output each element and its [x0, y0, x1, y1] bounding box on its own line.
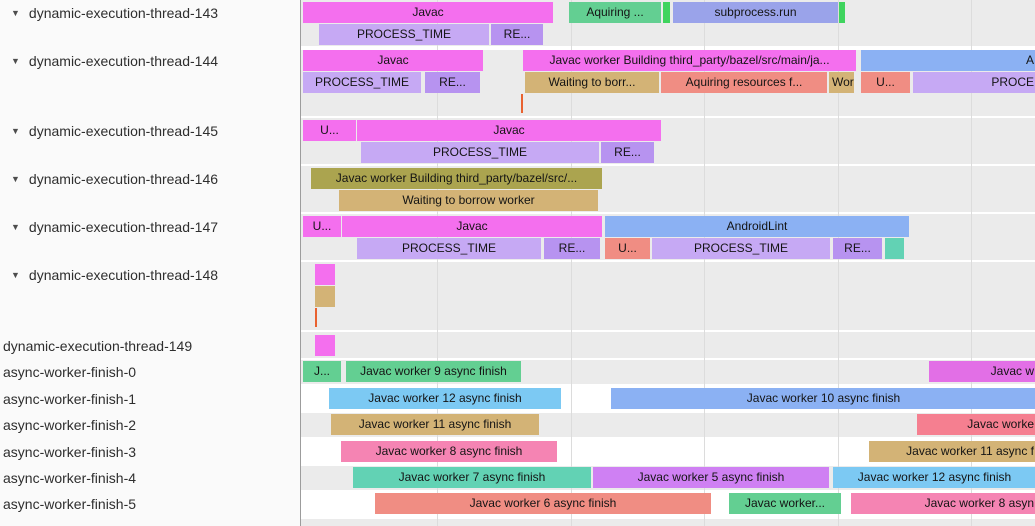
timeline-slice[interactable]: U...	[861, 72, 910, 93]
timeline-slice[interactable]: Javac worker 8 asyn	[851, 493, 1035, 514]
track-label-text: async-worker-finish-5	[3, 495, 137, 512]
timeline-slice[interactable]: U...	[303, 216, 341, 237]
timeline-slice[interactable]: Javac worker Building third_party/bazel/…	[311, 168, 602, 189]
timeline-slice[interactable]: U...	[303, 120, 356, 141]
track-label[interactable]: ▼ dynamic-execution-thread-143	[0, 2, 300, 23]
track-background	[301, 519, 1035, 526]
collapse-triangle-icon[interactable]: ▼	[11, 7, 20, 18]
timeline-slice[interactable]: subprocess.run	[673, 2, 838, 23]
timeline-slice[interactable]: Waiting to borrow worker	[339, 190, 598, 211]
track-background	[301, 332, 1035, 358]
track-label-text: async-worker-finish-0	[3, 363, 137, 380]
collapse-triangle-icon[interactable]: ▼	[11, 269, 20, 280]
track-label[interactable]: async-worker-finish-5	[0, 493, 300, 514]
track-label[interactable]: ▼ dynamic-execution-thread-147	[0, 216, 300, 237]
track-label[interactable]: async-worker-finish-3	[0, 441, 300, 462]
timeline-canvas[interactable]: Javac Aquiring ... subprocess.run PROCESS_T…	[301, 0, 1035, 526]
gridline	[838, 0, 839, 526]
track-label-text: async-worker-finish-1	[3, 390, 137, 407]
track-label-text: dynamic-execution-thread-144	[28, 52, 219, 69]
track-label[interactable]: dynamic-execution-thread-149	[0, 335, 300, 356]
timeline-slice[interactable]: Wor	[829, 72, 854, 93]
gridline	[971, 0, 972, 526]
timeline-slice[interactable]: RE...	[425, 72, 480, 93]
track-label[interactable]: async-worker-finish-2	[0, 414, 300, 435]
timeline-slice[interactable]: Javac worker Building third_party/bazel/…	[523, 50, 856, 71]
timeline-slice[interactable]: Aquiring resources f...	[661, 72, 827, 93]
collapse-triangle-icon[interactable]: ▼	[11, 55, 20, 66]
timeline-slice[interactable]: AndroidLint	[605, 216, 909, 237]
track-label[interactable]: async-worker-finish-1	[0, 388, 300, 409]
timeline-slice[interactable]: PROCESS_TIME	[319, 24, 489, 45]
track-label[interactable]: async-worker-finish-4	[0, 467, 300, 488]
track-label-text: dynamic-execution-thread-145	[28, 122, 219, 139]
track-label[interactable]: ▼ dynamic-execution-thread-146	[0, 168, 300, 189]
timeline-slice[interactable]: RE...	[491, 24, 543, 45]
timeline-slice[interactable]: Javac worker 12 async finish	[833, 467, 1035, 488]
timeline-slice[interactable]: RE...	[833, 238, 882, 259]
timeline-slice[interactable]	[885, 238, 904, 259]
collapse-triangle-icon[interactable]: ▼	[11, 221, 20, 232]
timeline-slice[interactable]: U...	[605, 238, 650, 259]
track-label-text: async-worker-finish-3	[3, 443, 137, 460]
track-name-panel: ▼ dynamic-execution-thread-143 ▼ dynamic-ex…	[0, 0, 300, 526]
timeline-slice[interactable]: RE...	[601, 142, 654, 163]
instant-marker[interactable]	[315, 308, 317, 327]
track-label-text: dynamic-execution-thread-149	[3, 337, 193, 354]
track-label[interactable]: ▼ dynamic-execution-thread-145	[0, 120, 300, 141]
timeline-slice[interactable]: Javac worker 9 async finish	[346, 361, 521, 382]
timeline-slice[interactable]	[839, 2, 845, 23]
slice-layer: Javac Aquiring ... subprocess.run PROCESS_T…	[301, 0, 1035, 526]
timeline-slice[interactable]: PROCESS_TIME	[303, 72, 421, 93]
gridline	[437, 0, 438, 526]
track-label-text: dynamic-execution-thread-148	[28, 266, 219, 283]
timeline-slice[interactable]: PROCESS_TIME	[652, 238, 830, 259]
track-label-text: dynamic-execution-thread-143	[28, 4, 219, 21]
panel-divider	[300, 0, 301, 526]
collapse-triangle-icon[interactable]: ▼	[11, 125, 20, 136]
collapse-triangle-icon[interactable]: ▼	[11, 173, 20, 184]
track-label-text: dynamic-execution-thread-146	[28, 170, 219, 187]
timeline-slice[interactable]	[663, 2, 670, 23]
track-label-text: async-worker-finish-4	[3, 469, 137, 486]
timeline-slice[interactable]	[315, 286, 335, 307]
timeline-slice[interactable]: PROCESS_TIME	[361, 142, 599, 163]
timeline-slice[interactable]: Javac worker 7 async finish	[353, 467, 591, 488]
timeline-slice[interactable]: Javac worker 12 async finish	[329, 388, 561, 409]
timeline-slice[interactable]: Javac	[357, 120, 661, 141]
timeline-slice[interactable]: J...	[303, 361, 341, 382]
timeline-slice[interactable]	[315, 264, 335, 285]
timeline-slice[interactable]: Aquiring ...	[569, 2, 661, 23]
timeline-slice[interactable]: Javac worker 11 async f	[869, 441, 1035, 462]
track-label[interactable]: ▼ dynamic-execution-thread-148	[0, 264, 300, 285]
track-label[interactable]: ▼ dynamic-execution-thread-144	[0, 50, 300, 71]
timeline-slice[interactable]: Javac worker 5 async finish	[593, 467, 829, 488]
timeline-slice[interactable]: PROCESS_TIME	[357, 238, 541, 259]
timeline-slice[interactable]: Javac worke	[917, 414, 1035, 435]
instant-marker[interactable]	[521, 94, 523, 113]
timeline-slice[interactable]	[315, 335, 335, 356]
timeline-slice[interactable]: Javac worker 11 async finish	[331, 414, 539, 435]
timeline-slice[interactable]: Javac	[342, 216, 602, 237]
timeline-slice[interactable]: PROCE	[913, 72, 1035, 93]
timeline-slice[interactable]: Waiting to borr...	[525, 72, 659, 93]
timeline-slice[interactable]: RE...	[544, 238, 600, 259]
timeline-slice[interactable]: Javac worker 8 async finish	[341, 441, 557, 462]
grid-layer	[301, 0, 1035, 526]
timeline-slice[interactable]: Javac w	[929, 361, 1035, 382]
timeline-slice[interactable]: Javac	[303, 2, 553, 23]
track-background	[301, 262, 1035, 330]
timeline-slice[interactable]: A	[861, 50, 1035, 71]
track-label[interactable]: async-worker-finish-0	[0, 361, 300, 382]
timeline-slice[interactable]: Javac worker 6 async finish	[375, 493, 711, 514]
timeline-slice[interactable]: Javac worker 10 async finish	[611, 388, 1035, 409]
timeline-slice[interactable]: Javac	[303, 50, 483, 71]
gridline	[704, 0, 705, 526]
gridline	[571, 0, 572, 526]
track-label-text: dynamic-execution-thread-147	[28, 218, 219, 235]
timeline-slice[interactable]: Javac worker...	[729, 493, 841, 514]
track-label-text: async-worker-finish-2	[3, 416, 137, 433]
